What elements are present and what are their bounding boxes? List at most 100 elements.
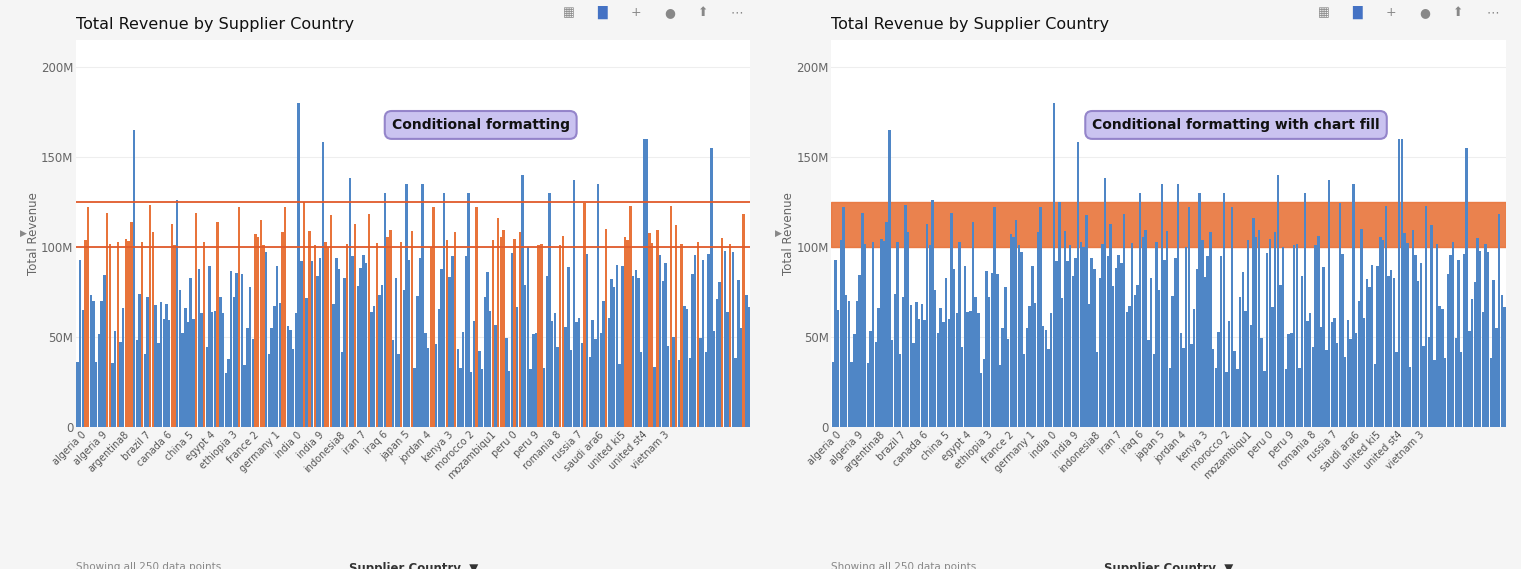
Bar <box>376 243 379 427</box>
Bar <box>254 234 257 427</box>
Bar <box>316 275 319 427</box>
Bar <box>986 271 987 427</box>
Bar <box>122 308 125 427</box>
Bar <box>1307 321 1308 427</box>
Bar <box>327 247 330 427</box>
Bar <box>683 306 686 427</box>
Bar <box>313 245 316 427</box>
Bar <box>700 338 701 427</box>
Bar <box>1489 358 1492 427</box>
Bar <box>333 304 335 427</box>
Bar <box>526 247 529 427</box>
Bar <box>195 213 198 427</box>
Bar <box>1227 321 1230 427</box>
Bar <box>1503 307 1506 427</box>
Bar <box>605 229 607 427</box>
Bar <box>1446 274 1450 427</box>
Bar <box>298 103 300 427</box>
Bar <box>1428 337 1430 427</box>
Bar <box>1240 297 1241 427</box>
Bar <box>1358 300 1360 427</box>
Bar <box>1048 349 1049 427</box>
Bar <box>111 363 114 427</box>
Bar <box>1112 286 1115 427</box>
Bar <box>1021 251 1022 427</box>
Bar <box>108 244 111 427</box>
Bar <box>1465 148 1468 427</box>
Bar <box>1290 333 1293 427</box>
Bar <box>551 321 554 427</box>
Bar <box>1265 253 1269 427</box>
Bar <box>383 193 386 427</box>
Bar <box>90 295 93 427</box>
Bar <box>368 214 370 427</box>
Bar <box>1115 268 1118 427</box>
Bar <box>850 362 853 427</box>
Bar <box>993 207 996 427</box>
Bar <box>1237 369 1238 427</box>
Bar <box>613 287 616 427</box>
Bar <box>1101 245 1104 427</box>
Bar <box>1262 371 1265 427</box>
Bar <box>983 360 986 427</box>
Bar <box>1501 295 1503 427</box>
Bar <box>470 372 473 427</box>
Bar <box>125 238 128 427</box>
Bar <box>1311 347 1314 427</box>
Bar <box>1430 225 1433 427</box>
Bar <box>1077 142 1080 427</box>
Bar <box>969 311 972 427</box>
Bar <box>937 333 938 427</box>
Bar <box>561 236 564 427</box>
Bar <box>1252 218 1255 427</box>
Bar <box>202 242 205 427</box>
Bar <box>1042 326 1045 427</box>
Bar <box>581 343 583 427</box>
Bar <box>1454 338 1457 427</box>
Bar <box>1401 139 1404 427</box>
Bar <box>476 207 478 427</box>
Bar <box>996 274 998 427</box>
Bar <box>1342 254 1343 427</box>
Bar <box>637 278 640 427</box>
Bar <box>373 306 376 427</box>
Bar <box>249 287 251 427</box>
Bar <box>488 311 491 427</box>
Bar <box>1442 309 1443 427</box>
Bar <box>870 331 872 427</box>
Bar <box>529 369 532 427</box>
Bar <box>348 179 351 427</box>
Bar <box>508 371 510 427</box>
Bar <box>1034 303 1036 427</box>
Bar <box>1443 358 1446 427</box>
Bar <box>540 244 543 427</box>
Bar <box>1478 251 1481 427</box>
Text: ⋯: ⋯ <box>730 6 744 19</box>
Bar <box>656 230 659 427</box>
Bar <box>864 244 867 427</box>
Bar <box>680 244 683 427</box>
Bar <box>178 290 181 427</box>
Bar <box>659 255 662 427</box>
Bar <box>948 319 951 427</box>
Bar <box>856 301 858 427</box>
Bar <box>1383 240 1384 427</box>
Bar <box>310 261 313 427</box>
Bar <box>397 354 400 427</box>
Bar <box>742 214 745 427</box>
Bar <box>882 241 885 427</box>
Bar <box>1425 207 1427 427</box>
Bar <box>634 270 637 427</box>
Bar <box>76 362 79 427</box>
Bar <box>484 297 485 427</box>
Bar <box>694 255 697 427</box>
Bar <box>1395 352 1398 427</box>
Bar <box>724 251 726 427</box>
Bar <box>645 139 648 427</box>
Bar <box>1370 265 1373 427</box>
Bar <box>697 242 700 427</box>
Bar <box>599 333 602 427</box>
Bar <box>1174 258 1177 427</box>
Bar <box>990 273 993 427</box>
Bar <box>1355 333 1357 427</box>
